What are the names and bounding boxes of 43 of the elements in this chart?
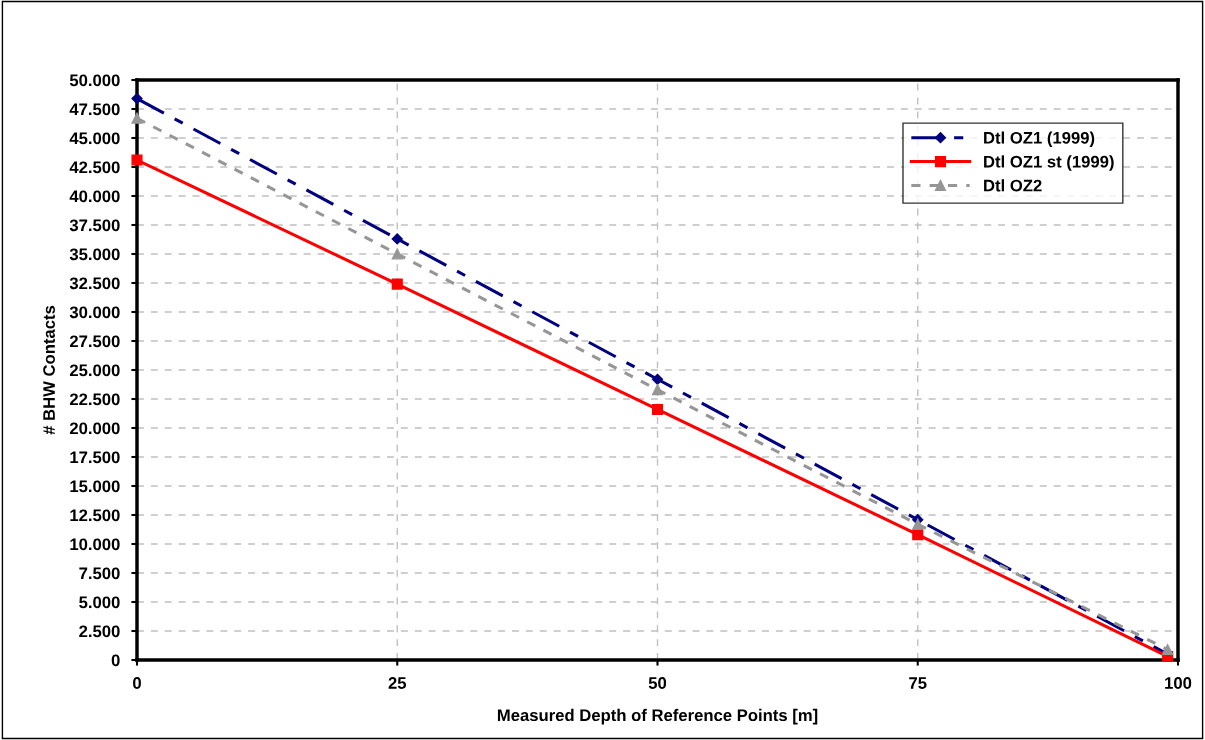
y-axis-title: # BHW Contacts: [43, 305, 55, 435]
y-tick-label: 47.500: [69, 103, 120, 116]
y-tick-label: 45.000: [69, 132, 120, 145]
y-tick-label: 32.500: [69, 277, 120, 290]
y-tick-label: 17.500: [70, 451, 120, 464]
y-tick-label: 7.500: [79, 567, 120, 580]
y-tick-label: 15.000: [70, 480, 120, 493]
point: [651, 384, 664, 396]
y-tick-label: 35.000: [69, 248, 120, 261]
x-tick-label: 100: [1165, 677, 1192, 689]
legend-label: Dtl OZ1 st (1999): [984, 155, 1114, 171]
point: [651, 403, 664, 415]
legend-label: Dtl OZ2: [984, 179, 1042, 192]
y-tick-label: 20.000: [69, 422, 120, 435]
y-tick-label: 0: [111, 654, 120, 667]
y-tick-label: 50.000: [69, 74, 120, 87]
x-tick-label: 50: [648, 677, 667, 689]
y-tick-label: 10.000: [70, 538, 120, 551]
y-tick-label: 2.500: [79, 625, 120, 638]
point: [131, 92, 143, 105]
x-tick-label: 75: [909, 677, 927, 689]
point: [391, 233, 403, 245]
y-tick-label: 25.000: [69, 364, 120, 377]
y-tick-label: 22.500: [69, 393, 120, 406]
x-tick-label: 0: [133, 677, 141, 689]
x-axis-title: Measured Depth of Reference Points [m]: [497, 708, 818, 725]
point: [391, 278, 403, 290]
y-tick-label: 30.000: [69, 306, 120, 319]
y-tick-label: 37.500: [69, 219, 120, 232]
legend-label: Dtl OZ1 (1999): [984, 131, 1095, 147]
y-tick-label: 42.500: [69, 161, 120, 174]
point: [131, 154, 143, 166]
point: [912, 518, 924, 530]
y-tick-label: 27.500: [69, 335, 120, 348]
point: [912, 529, 924, 541]
x-tick-label: 25: [388, 677, 407, 689]
point: [131, 112, 143, 124]
y-tick-label: 40.000: [69, 190, 120, 203]
point: [651, 373, 664, 385]
y-tick-label: 12.500: [70, 509, 120, 522]
y-tick-label: 5.000: [79, 596, 120, 609]
point: [1162, 644, 1174, 656]
point: [391, 248, 403, 260]
